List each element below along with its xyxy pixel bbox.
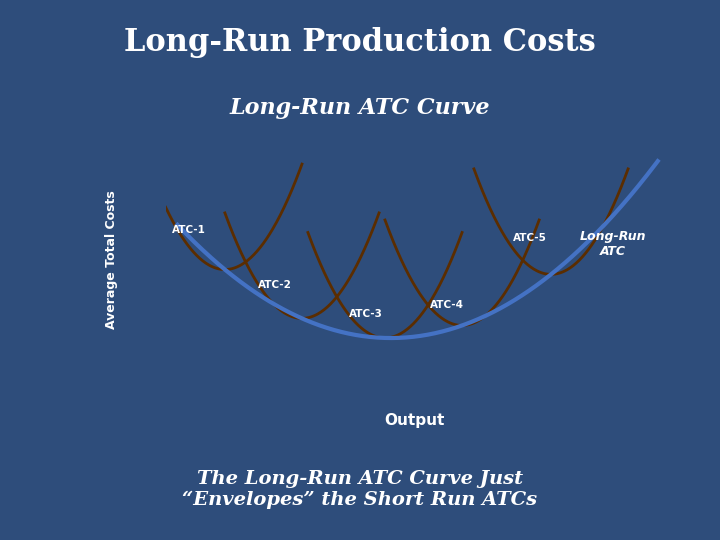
Text: Average Total Costs: Average Total Costs [105,190,118,328]
Text: ATC-3: ATC-3 [349,309,383,319]
Text: Long-Run Production Costs: Long-Run Production Costs [124,27,596,58]
Text: The Long-Run ATC Curve Just
“Envelopes” the Short Run ATCs: The Long-Run ATC Curve Just “Envelopes” … [182,470,538,509]
Text: Output: Output [384,413,444,428]
Text: Long-Run
ATC: Long-Run ATC [580,231,647,259]
Text: ATC-4: ATC-4 [429,300,464,310]
Text: ATC-1: ATC-1 [171,225,205,235]
Text: ATC-2: ATC-2 [258,280,292,291]
Text: ATC-5: ATC-5 [513,233,546,243]
Text: Long-Run ATC Curve: Long-Run ATC Curve [230,97,490,119]
